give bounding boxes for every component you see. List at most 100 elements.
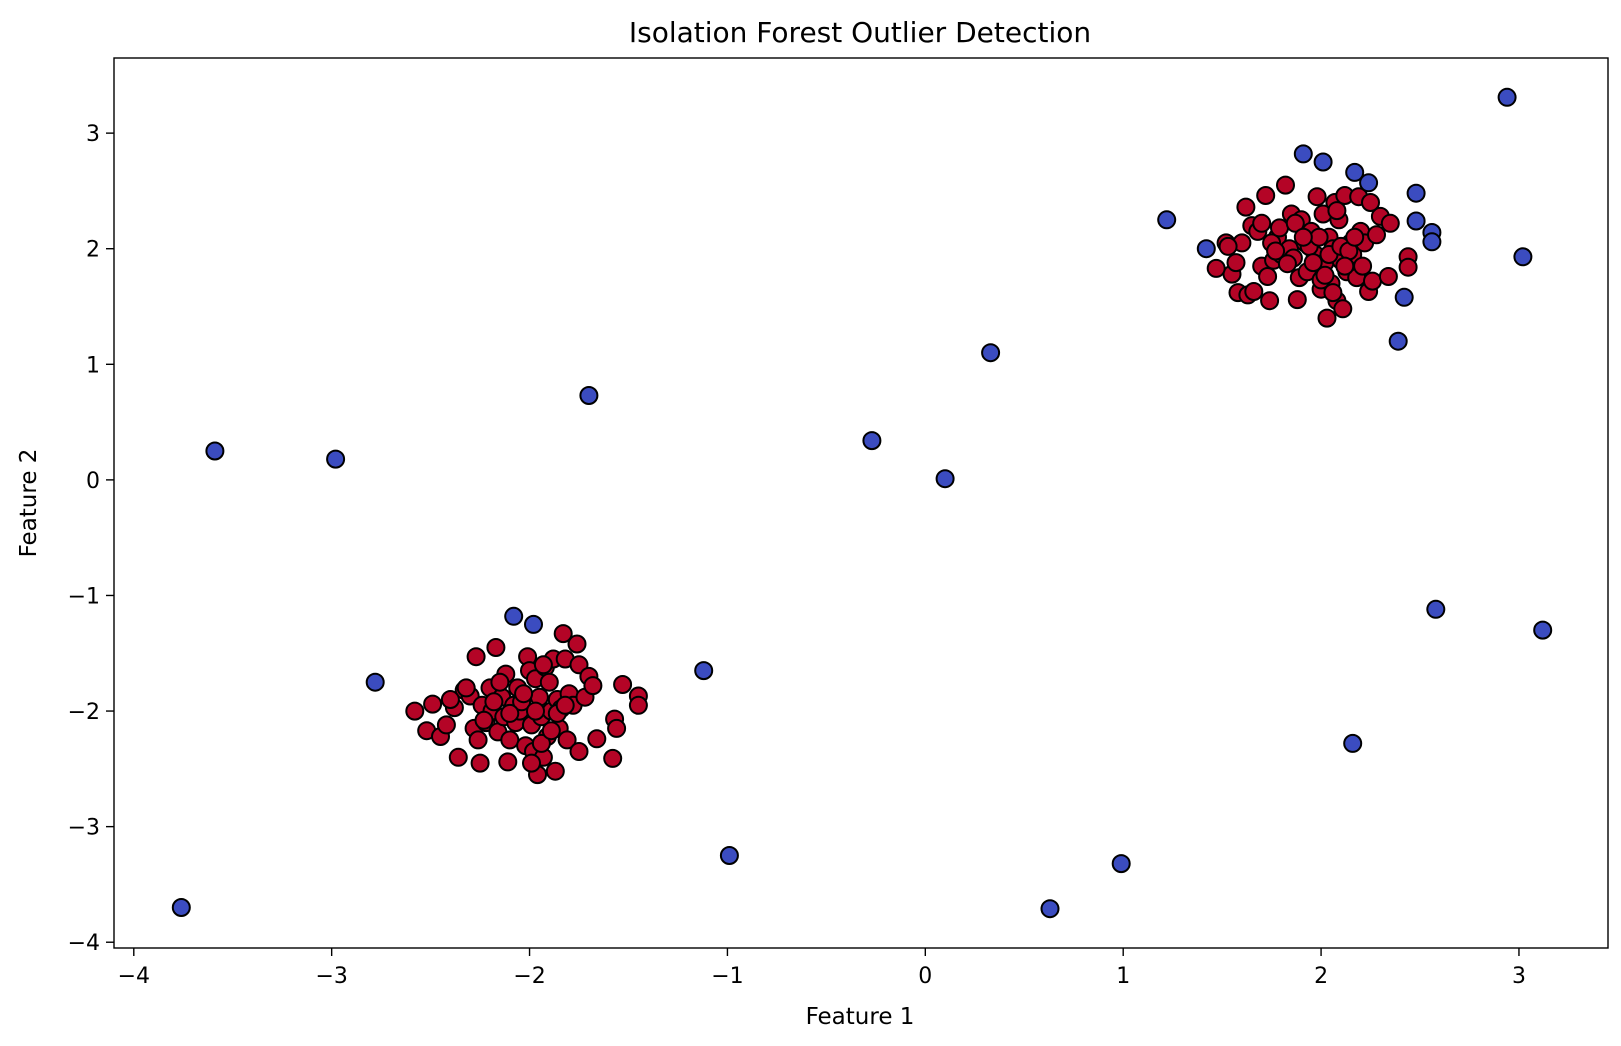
inlier-point bbox=[1398, 257, 1418, 277]
inlier-point bbox=[500, 730, 520, 750]
inlier-point bbox=[474, 710, 494, 730]
x-tick-label: −1 bbox=[711, 964, 743, 989]
outlier-point bbox=[171, 898, 191, 917]
outlier-point bbox=[694, 661, 714, 681]
inlier-point bbox=[613, 675, 633, 694]
x-tick-label: −4 bbox=[118, 964, 150, 989]
inlier-point bbox=[1303, 253, 1323, 273]
outlier-point bbox=[579, 386, 599, 405]
outlier-point bbox=[326, 449, 346, 469]
x-tick-label: 0 bbox=[918, 964, 932, 989]
outlier-point bbox=[1345, 162, 1365, 182]
outlier-point bbox=[1533, 620, 1553, 640]
outlier-point bbox=[1040, 899, 1060, 919]
outlier-point bbox=[1406, 211, 1426, 231]
inlier-point bbox=[1285, 213, 1305, 233]
inlier-point bbox=[1206, 258, 1226, 278]
inlier-point bbox=[1323, 283, 1343, 303]
outlier-point bbox=[1343, 733, 1363, 753]
y-tick-label: −1 bbox=[68, 584, 100, 609]
x-tick-label: −2 bbox=[513, 964, 545, 989]
inlier-point bbox=[1236, 197, 1256, 217]
outlier-point bbox=[504, 606, 524, 626]
y-tick-label: 1 bbox=[86, 353, 100, 378]
x-tick-label: 2 bbox=[1314, 964, 1328, 989]
y-axis: −4 −3 −2 −1 0 1 2 3 bbox=[68, 122, 114, 956]
outlier-point bbox=[1426, 599, 1446, 619]
inlier-point bbox=[1287, 290, 1307, 310]
inlier-point bbox=[541, 721, 561, 741]
inlier-point bbox=[1353, 256, 1373, 276]
inlier-point bbox=[1252, 213, 1272, 233]
inlier-point bbox=[1378, 267, 1398, 286]
chart-title: Isolation Forest Outlier Detection bbox=[629, 16, 1091, 49]
inlier-point bbox=[486, 638, 506, 657]
inlier-point bbox=[1317, 308, 1337, 328]
y-tick-label: −2 bbox=[68, 700, 100, 725]
inlier-point bbox=[448, 747, 468, 767]
y-tick-label: −3 bbox=[68, 816, 100, 841]
inlier-point bbox=[1309, 227, 1329, 247]
x-axis: −4 −3 −2 −1 0 1 2 3 bbox=[118, 948, 1526, 989]
outlier-point bbox=[719, 846, 739, 865]
inlier-point bbox=[1226, 253, 1246, 273]
outlier-point bbox=[1196, 239, 1216, 259]
inlier-point bbox=[1260, 291, 1280, 311]
outlier-point bbox=[862, 431, 882, 451]
inlier-point bbox=[1244, 282, 1264, 301]
inlier-point bbox=[1307, 187, 1327, 207]
inlier-point bbox=[1277, 254, 1297, 274]
x-tick-label: 3 bbox=[1512, 964, 1526, 989]
inlier-point bbox=[1327, 201, 1347, 221]
inlier-point bbox=[1333, 299, 1353, 319]
inlier-point bbox=[1380, 213, 1400, 233]
inlier-point bbox=[583, 676, 603, 696]
inlier-point bbox=[1367, 225, 1386, 245]
inlier-point bbox=[498, 752, 518, 772]
outlier-point bbox=[1359, 173, 1379, 193]
inlier-point bbox=[514, 684, 534, 704]
y-tick-label: 0 bbox=[86, 469, 100, 494]
inlier-point bbox=[1361, 193, 1380, 212]
inlier-point bbox=[569, 742, 589, 761]
inlier-point bbox=[1293, 227, 1313, 247]
inlier-point bbox=[1315, 265, 1335, 285]
outlier-point bbox=[1497, 87, 1517, 107]
inlier-point bbox=[1345, 227, 1365, 247]
inlier-point bbox=[1276, 175, 1295, 195]
inlier-point bbox=[468, 730, 488, 750]
inlier-point bbox=[587, 729, 607, 749]
inlier-point bbox=[466, 647, 486, 667]
inlier-point bbox=[607, 718, 627, 738]
inlier-point bbox=[500, 703, 520, 723]
inlier-point bbox=[603, 748, 623, 768]
y-tick-label: 3 bbox=[86, 122, 100, 147]
inlier-point bbox=[405, 701, 425, 721]
inlier-point bbox=[555, 695, 575, 715]
inlier-point bbox=[1258, 267, 1278, 286]
outlier-point bbox=[205, 441, 225, 461]
inlier-point bbox=[490, 672, 510, 692]
y-axis-label: Feature 2 bbox=[16, 449, 42, 558]
x-axis-label: Feature 1 bbox=[806, 1004, 915, 1030]
outlier-point bbox=[1406, 183, 1426, 203]
x-tick-label: −3 bbox=[315, 964, 347, 989]
inlier-point bbox=[533, 655, 553, 675]
inlier-point bbox=[470, 753, 490, 773]
outlier-point bbox=[1394, 287, 1414, 307]
outlier-point bbox=[1293, 144, 1313, 164]
inlier-point bbox=[1363, 271, 1382, 291]
inlier-point bbox=[484, 692, 504, 712]
points-layer bbox=[171, 87, 1553, 919]
inlier-point bbox=[423, 694, 443, 714]
y-tick-label: 2 bbox=[86, 238, 100, 263]
inlier-point bbox=[522, 753, 541, 773]
inlier-point bbox=[628, 695, 648, 715]
inlier-point bbox=[440, 690, 460, 709]
inlier-point bbox=[526, 701, 545, 721]
outlier-point bbox=[524, 614, 543, 634]
inlier-point bbox=[1256, 186, 1276, 205]
outlier-point bbox=[1313, 152, 1333, 172]
inlier-point bbox=[1270, 218, 1289, 238]
